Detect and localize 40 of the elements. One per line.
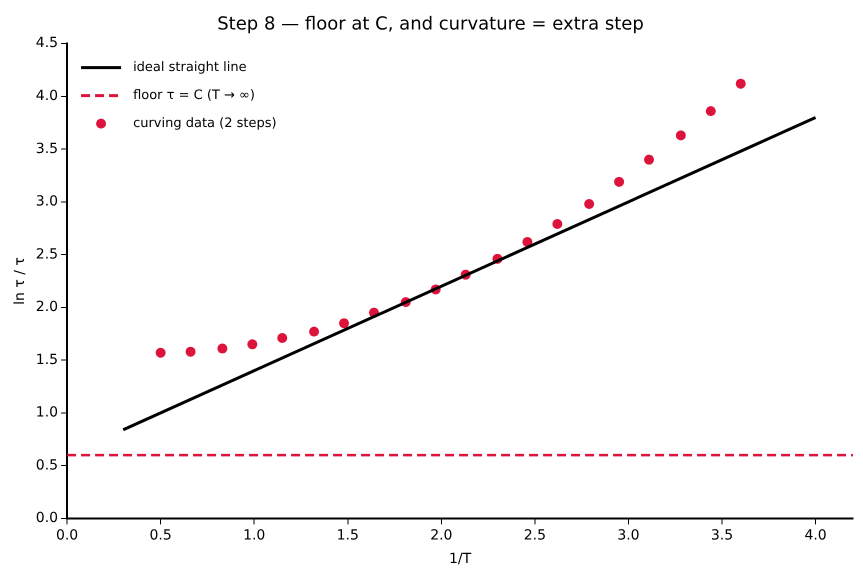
legend-label: curving data (2 steps) — [133, 116, 277, 131]
x-tick-label: 0.0 — [56, 527, 78, 544]
x-tick-label: 1.0 — [243, 527, 266, 544]
point — [339, 318, 350, 328]
x-tick-label: 1.5 — [336, 527, 359, 544]
legend-label: ideal straight line — [133, 60, 247, 75]
y-tick-label: 1.5 — [36, 352, 58, 368]
point — [522, 236, 532, 247]
point — [309, 326, 320, 337]
y-tick-label: 2.0 — [36, 299, 58, 316]
x-tick-label: 3.5 — [710, 527, 734, 544]
point — [156, 348, 166, 358]
point — [644, 154, 654, 165]
point — [736, 78, 746, 89]
y-tick-label: 3.5 — [36, 140, 58, 157]
x-tick-label: 2.5 — [524, 527, 546, 544]
point — [247, 339, 258, 350]
y-tick-label: 3.0 — [36, 194, 58, 210]
y-tick-label: 1.0 — [36, 404, 58, 421]
x-tick-label: 3.0 — [617, 527, 640, 544]
point — [706, 106, 716, 116]
x-tick-label: 4.0 — [804, 527, 827, 544]
y-axis-title: ln τ / τ — [12, 257, 28, 305]
point — [217, 344, 228, 354]
point — [584, 198, 594, 209]
y-tick-label: 4.0 — [36, 88, 58, 104]
point — [277, 332, 288, 343]
point — [614, 176, 624, 187]
y-tick-label: 0.5 — [36, 457, 58, 474]
chart-title: Step 8 — floor at C, and curvature = extra step — [217, 13, 644, 34]
point — [552, 219, 562, 230]
x-tick-label: 2.0 — [430, 527, 452, 544]
y-tick-label: 0.0 — [36, 510, 58, 526]
x-axis-title: 1/T — [448, 551, 472, 568]
x-tick-label: 0.5 — [149, 527, 172, 544]
point — [676, 130, 686, 140]
y-tick-label: 2.5 — [36, 246, 58, 262]
point — [186, 346, 196, 357]
legend-label: floor τ = C (T → ∞) — [133, 88, 255, 103]
y-tick-label: 4.5 — [36, 35, 58, 52]
